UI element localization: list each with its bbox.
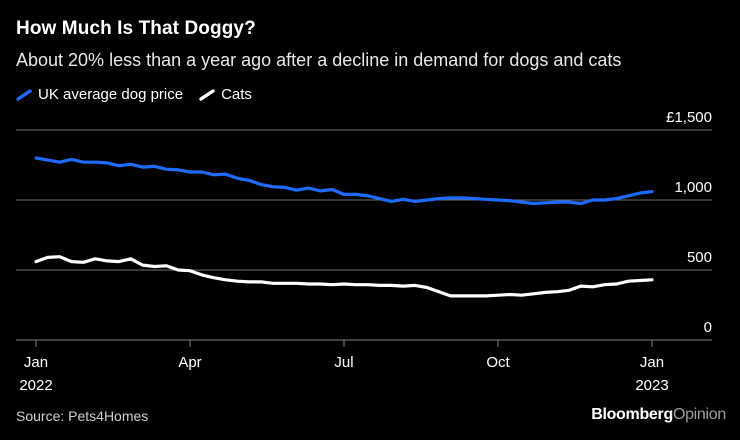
- legend-label-cats: Cats: [221, 86, 252, 103]
- y-tick-label-1500: £1,500: [666, 109, 712, 126]
- chart-title: How Much Is That Doggy?: [16, 18, 256, 39]
- legend-swatch-cats-icon: [199, 88, 215, 101]
- brand-first: Bloomberg: [591, 406, 673, 423]
- legend-swatch-dog-icon: [16, 88, 32, 101]
- y-tick-label-500: 500: [687, 249, 712, 266]
- legend-item-cats: Cats: [199, 86, 252, 103]
- x-tick-label-oct: Oct: [486, 354, 510, 371]
- chart-subtitle: About 20% less than a year ago after a d…: [16, 50, 622, 70]
- y-tick-label-0: 0: [704, 319, 712, 336]
- source-note: Source: Pets4Homes: [16, 408, 149, 424]
- y-tick-label-1000: 1,000: [674, 179, 712, 196]
- legend-item-dog: UK average dog price: [16, 86, 183, 103]
- x-tick-label-jul: Jul: [334, 354, 353, 371]
- x-tick-year-2023: 2023: [635, 377, 668, 394]
- x-tick-label-apr: Apr: [178, 354, 201, 371]
- brand-second: Opinion: [672, 406, 726, 423]
- x-tick-year-2022: 2022: [19, 377, 52, 394]
- legend-swatch-dog-line: [16, 88, 32, 101]
- series-line-dog-price: [34, 156, 654, 206]
- legend-label-dog: UK average dog price: [38, 86, 184, 103]
- x-tick-label-jan: Jan: [640, 354, 664, 371]
- x-tick-label-jan: Jan: [24, 354, 48, 371]
- legend: UK average dog price Cats: [16, 86, 268, 103]
- brand-logo: BloombergOpinion: [591, 406, 726, 424]
- legend-swatch-cats-line: [199, 88, 215, 101]
- series-line-cats: [34, 255, 654, 298]
